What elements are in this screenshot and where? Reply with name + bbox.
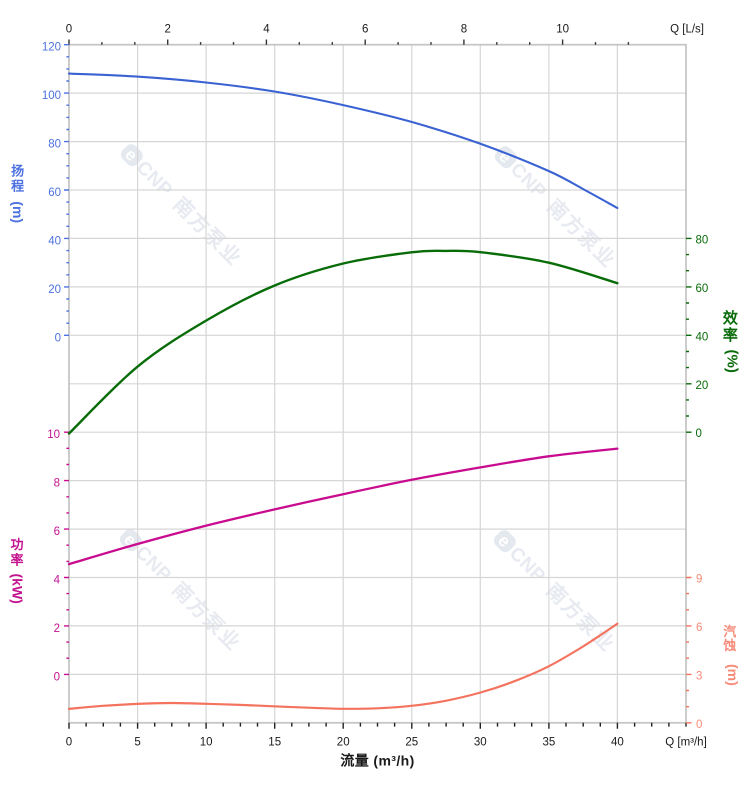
svg-text:(%): (%) [723,350,740,373]
svg-text:扬: 扬 [11,164,24,179]
svg-text:功: 功 [10,537,23,552]
svg-text:(kW): (kW) [10,574,26,604]
svg-text:6: 6 [696,622,702,634]
svg-text:60: 60 [696,283,709,295]
svg-text:(m): (m) [725,664,741,686]
svg-text:2: 2 [164,24,170,36]
svg-text:0: 0 [55,332,61,344]
svg-text:蚀: 蚀 [722,638,736,653]
svg-text:3: 3 [696,670,702,682]
svg-text:10: 10 [556,24,569,36]
svg-text:4: 4 [263,24,270,36]
svg-text:率: 率 [723,326,738,344]
svg-text:15: 15 [268,737,281,749]
svg-text:6: 6 [362,24,368,36]
svg-text:80: 80 [48,139,61,151]
svg-text:30: 30 [474,737,487,749]
svg-text:40: 40 [611,737,624,749]
svg-text:40: 40 [696,331,709,343]
svg-text:5: 5 [134,737,140,749]
svg-text:8: 8 [461,24,467,36]
svg-text:35: 35 [543,737,556,749]
svg-text:0: 0 [66,24,72,36]
svg-text:0: 0 [696,719,702,731]
svg-text:20: 20 [48,284,61,296]
svg-text:(m): (m) [10,201,26,223]
svg-text:25: 25 [405,737,418,749]
svg-text:效: 效 [723,309,739,327]
svg-text:100: 100 [42,90,61,102]
svg-text:80: 80 [696,234,709,246]
svg-text:40: 40 [48,235,61,247]
svg-text:10: 10 [47,429,60,441]
svg-text:20: 20 [696,380,709,392]
svg-text:9: 9 [696,574,702,586]
svg-text:8: 8 [54,478,60,490]
svg-text:4: 4 [54,575,61,587]
svg-text:0: 0 [54,671,60,683]
svg-text:Q [m³/h]: Q [m³/h] [665,737,707,749]
svg-text:0: 0 [696,428,702,440]
svg-text:Q [L/s]: Q [L/s] [670,24,704,36]
svg-text:120: 120 [42,42,61,54]
svg-text:程: 程 [11,179,24,194]
svg-text:20: 20 [337,737,350,749]
svg-text:10: 10 [200,737,213,749]
svg-text:汽: 汽 [723,624,736,639]
svg-text:6: 6 [54,526,60,538]
svg-text:率: 率 [10,553,23,568]
svg-text:0: 0 [66,737,72,749]
svg-text:2: 2 [54,623,60,635]
svg-text:流量 (m³/h): 流量 (m³/h) [340,753,414,769]
svg-text:60: 60 [48,187,61,199]
